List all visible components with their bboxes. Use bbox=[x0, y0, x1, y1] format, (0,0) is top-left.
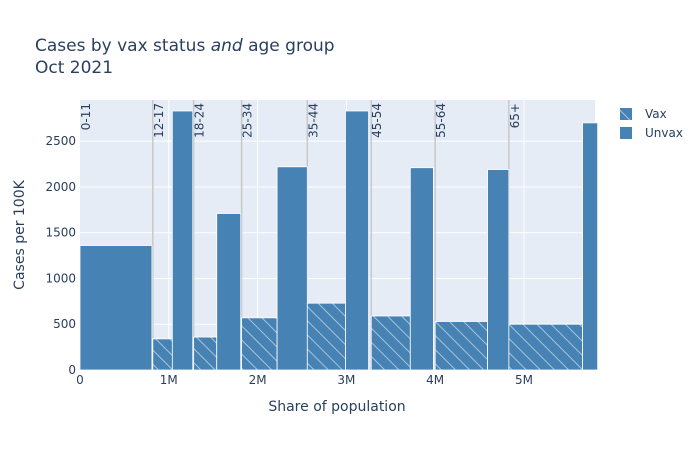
bar-unvax-0-11 bbox=[79, 245, 153, 371]
group-label: 0-11 bbox=[79, 103, 93, 130]
bar-vax-18-24 bbox=[193, 336, 218, 371]
group-label: 12-17 bbox=[152, 103, 166, 138]
x-tick-label: 5M bbox=[515, 373, 533, 387]
y-tick-label: 1500 bbox=[45, 226, 76, 240]
x-tick-label: 1M bbox=[160, 373, 178, 387]
bar-vax-35-44 bbox=[306, 302, 346, 371]
x-axis-ticks: 0 1M 2M 3M 4M 5M bbox=[76, 373, 533, 387]
group-label: 35-44 bbox=[306, 103, 320, 138]
legend-item-unvax[interactable]: Unvax bbox=[620, 126, 683, 140]
legend-swatch-vax bbox=[620, 108, 632, 120]
x-axis-title: Share of population bbox=[268, 399, 405, 415]
bar-vax-55-64 bbox=[434, 321, 488, 371]
group-label: 25-34 bbox=[241, 103, 255, 138]
y-tick-label: 500 bbox=[53, 317, 76, 331]
group-label: 55-64 bbox=[434, 103, 448, 138]
group-label: 65+ bbox=[508, 103, 522, 128]
x-tick-label: 3M bbox=[337, 373, 355, 387]
bar-vax-65+ bbox=[508, 323, 583, 371]
y-tick-label: 2500 bbox=[45, 134, 76, 148]
y-axis-ticks: 0 500 1000 1500 2000 2500 bbox=[45, 134, 76, 377]
chart-title-line-2: Oct 2021 bbox=[35, 58, 113, 78]
group-labels: 0-11 12-17 18-24 25-34 35-44 45-54 55-64 65+ bbox=[79, 103, 522, 138]
legend-swatch-unvax bbox=[620, 127, 632, 139]
bar-unvax-55-64 bbox=[487, 169, 510, 371]
y-axis-title: Cases per 100K bbox=[12, 179, 28, 289]
bar-vax-45-54 bbox=[370, 315, 411, 371]
x-tick-label: 0 bbox=[76, 373, 84, 387]
bar-unvax-65+ bbox=[582, 122, 599, 371]
x-tick-label: 2M bbox=[249, 373, 267, 387]
bar-vax-25-34 bbox=[241, 317, 278, 371]
chart-title-line-1: Cases by vax status and age group bbox=[35, 36, 335, 56]
legend-item-vax[interactable]: Vax bbox=[620, 107, 667, 121]
bar-unvax-12-17 bbox=[171, 110, 194, 371]
bars bbox=[79, 110, 599, 371]
chart-title: Cases by vax status and age group Oct 20… bbox=[35, 36, 335, 78]
x-tick-label: 4M bbox=[426, 373, 444, 387]
bar-unvax-45-54 bbox=[409, 167, 434, 371]
y-tick-label: 1000 bbox=[45, 271, 76, 285]
legend: Vax Unvax bbox=[620, 107, 683, 140]
group-label: 18-24 bbox=[193, 103, 207, 138]
bar-unvax-18-24 bbox=[216, 213, 242, 371]
group-label: 45-54 bbox=[370, 103, 384, 138]
y-tick-label: 0 bbox=[68, 363, 76, 377]
legend-label-unvax: Unvax bbox=[645, 126, 683, 140]
bar-vax-12-17 bbox=[152, 338, 173, 371]
bar-unvax-25-34 bbox=[276, 166, 308, 371]
bar-unvax-35-44 bbox=[345, 110, 369, 371]
legend-label-vax: Vax bbox=[645, 107, 667, 121]
y-tick-label: 2000 bbox=[45, 180, 76, 194]
